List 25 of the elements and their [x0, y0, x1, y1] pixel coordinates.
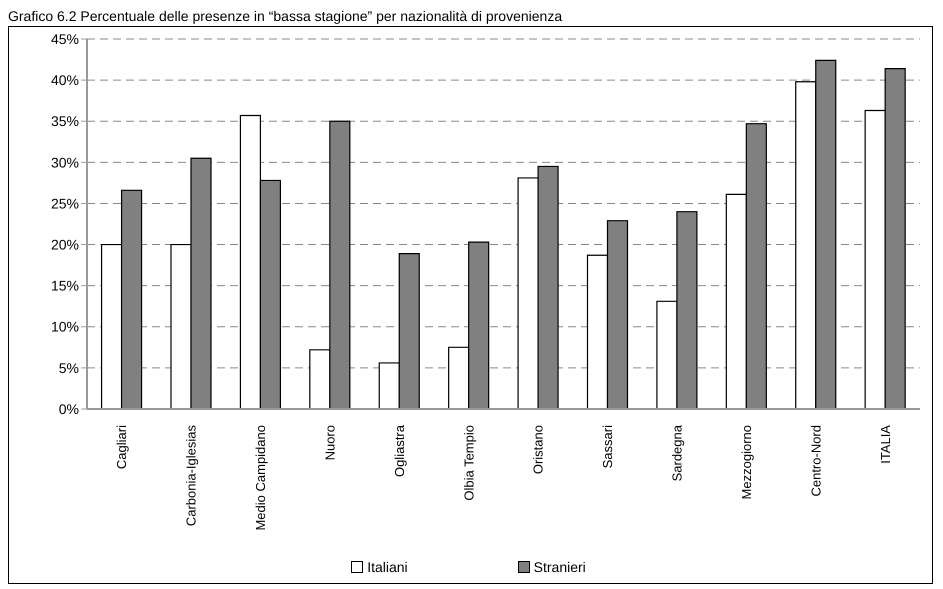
- legend-label: Italiani: [367, 559, 408, 575]
- x-tick-label: Oristano: [530, 425, 546, 474]
- legend-label: Stranieri: [534, 559, 586, 575]
- y-tick-label: 35%: [50, 113, 79, 130]
- x-tick-label: Sassari: [600, 424, 616, 468]
- chart-title: Grafico 6.2 Percentuale delle presenze in “bassa stagione” per nazionalità di provenienza: [8, 8, 564, 26]
- x-tick-label: Ogliastra: [392, 424, 407, 478]
- y-tick-label: 25%: [50, 195, 79, 212]
- x-tick-label: Cagliari: [114, 424, 130, 470]
- y-tick-label: 20%: [50, 236, 79, 253]
- y-tick-label: 5%: [58, 360, 79, 376]
- y-tick-label: 45%: [50, 30, 79, 47]
- x-tick-label: Mezzogiorno: [738, 425, 754, 500]
- x-tick-label: Olbia Tempio: [461, 425, 476, 501]
- x-tick-label: ITALIA: [878, 424, 893, 464]
- x-tick-label: Nuoro: [322, 425, 338, 460]
- y-tick-label: 40%: [50, 72, 79, 88]
- y-tick-label: 10%: [50, 318, 79, 335]
- x-tick-label: Medio Campidano: [253, 425, 268, 531]
- x-tick-label: Sardegna: [670, 424, 685, 482]
- x-tick-label: Centro-Nord: [808, 425, 824, 497]
- y-tick-label: 30%: [50, 154, 79, 170]
- x-tick-label: Carbonia-Iglesias: [184, 424, 199, 526]
- y-tick-label: 0%: [58, 400, 79, 417]
- y-tick-label: 15%: [50, 278, 79, 294]
